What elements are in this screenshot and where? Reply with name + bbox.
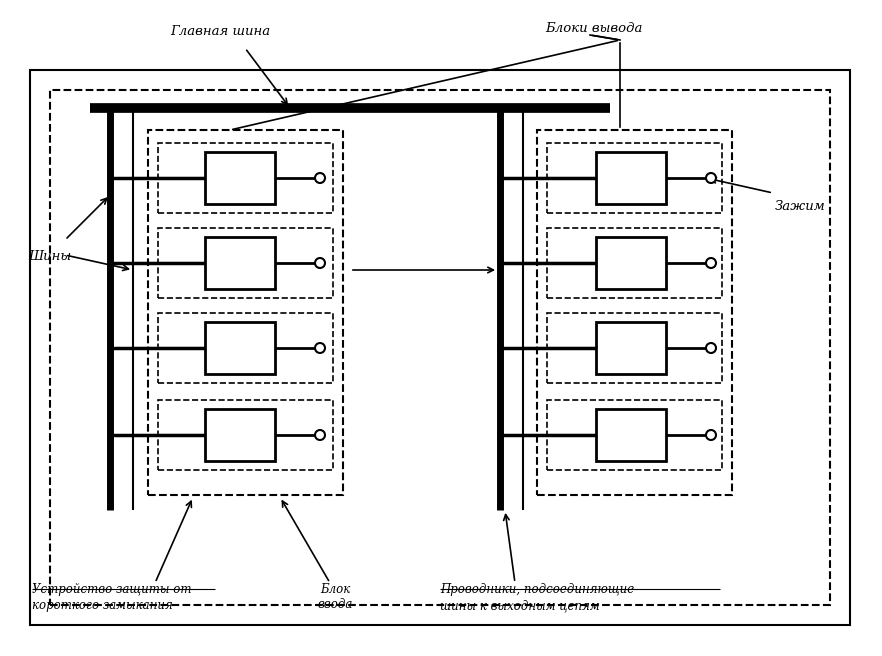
Bar <box>205 237 275 289</box>
Circle shape <box>315 258 325 268</box>
Bar <box>158 400 333 470</box>
Bar <box>596 409 666 461</box>
Text: Блок: Блок <box>320 583 350 596</box>
Text: Устройство защиты от: Устройство защиты от <box>32 583 191 596</box>
Bar <box>148 130 343 495</box>
Circle shape <box>315 430 325 440</box>
Bar <box>30 70 850 625</box>
Bar <box>158 228 333 298</box>
Bar <box>50 90 830 605</box>
Text: короткого замыкания: короткого замыкания <box>32 599 173 612</box>
Text: Шины: Шины <box>28 250 71 263</box>
Text: шины к выходным цепям: шины к выходным цепям <box>440 599 600 612</box>
Bar <box>596 152 666 204</box>
Bar <box>205 322 275 374</box>
Bar <box>205 409 275 461</box>
Bar <box>547 313 722 383</box>
Circle shape <box>706 343 716 353</box>
Circle shape <box>706 430 716 440</box>
Text: ввода: ввода <box>318 598 353 611</box>
Bar <box>596 322 666 374</box>
Circle shape <box>315 343 325 353</box>
Circle shape <box>315 173 325 183</box>
Text: Зажим: Зажим <box>775 200 826 213</box>
Text: Блоки вывода: Блоки вывода <box>545 22 642 35</box>
Text: Главная шина: Главная шина <box>170 25 270 38</box>
Bar <box>158 143 333 213</box>
Bar <box>158 313 333 383</box>
Bar <box>547 143 722 213</box>
Bar <box>537 130 732 495</box>
Text: Проводники, подсоединяющие: Проводники, подсоединяющие <box>440 583 634 596</box>
Bar <box>596 237 666 289</box>
Bar <box>547 400 722 470</box>
Circle shape <box>706 258 716 268</box>
Circle shape <box>706 173 716 183</box>
Bar <box>205 152 275 204</box>
Bar <box>547 228 722 298</box>
